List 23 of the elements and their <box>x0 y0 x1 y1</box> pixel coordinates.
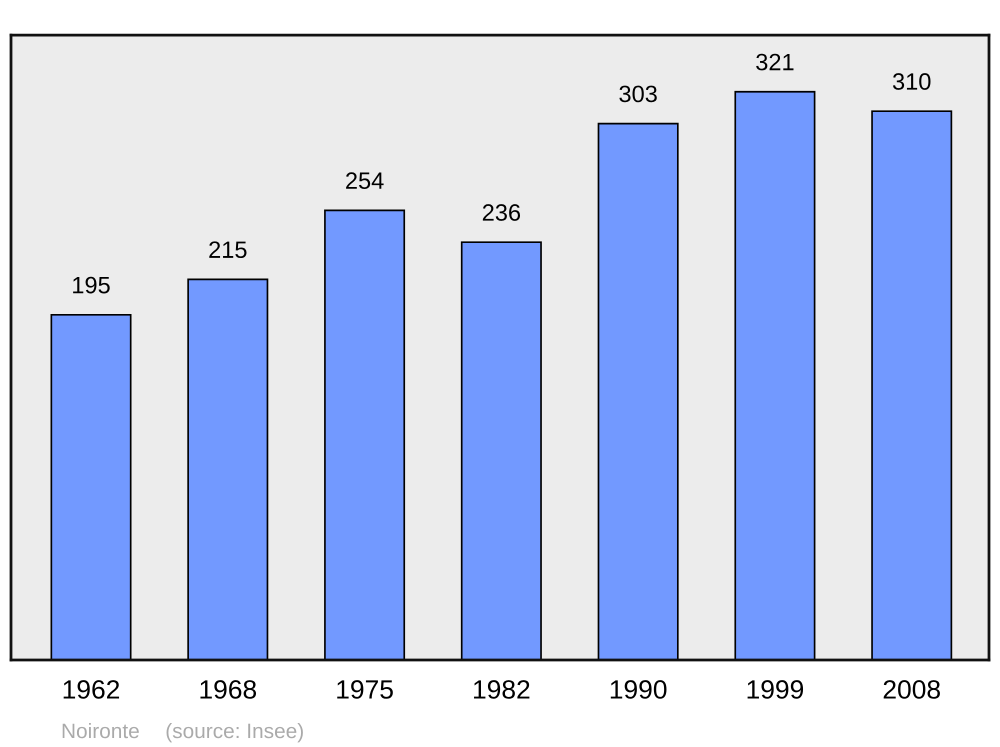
bar <box>324 210 406 660</box>
x-tick-label: 1968 <box>200 680 256 699</box>
x-tick-label: 1975 <box>337 680 393 699</box>
bar <box>598 122 679 660</box>
bar <box>50 314 132 660</box>
x-tick-label: 1990 <box>610 680 666 699</box>
bar <box>460 241 542 660</box>
x-tick-label: 1999 <box>748 680 804 699</box>
x-tick-label: 1982 <box>474 680 530 699</box>
data-label: 195 <box>73 276 110 294</box>
text: (source: Insee) <box>166 722 303 742</box>
data-label: 254 <box>346 172 384 190</box>
bar <box>187 278 268 660</box>
data-label: 310 <box>892 73 930 90</box>
data-label: 303 <box>619 86 657 102</box>
text: Noironte <box>62 722 139 738</box>
bar <box>871 110 952 660</box>
x-tick-label: 1962 <box>64 680 120 699</box>
bar <box>734 90 816 660</box>
data-label: 215 <box>209 241 247 258</box>
data-label: 236 <box>482 204 520 221</box>
data-label: 321 <box>756 54 794 70</box>
x-tick-label: 2008 <box>884 680 940 699</box>
